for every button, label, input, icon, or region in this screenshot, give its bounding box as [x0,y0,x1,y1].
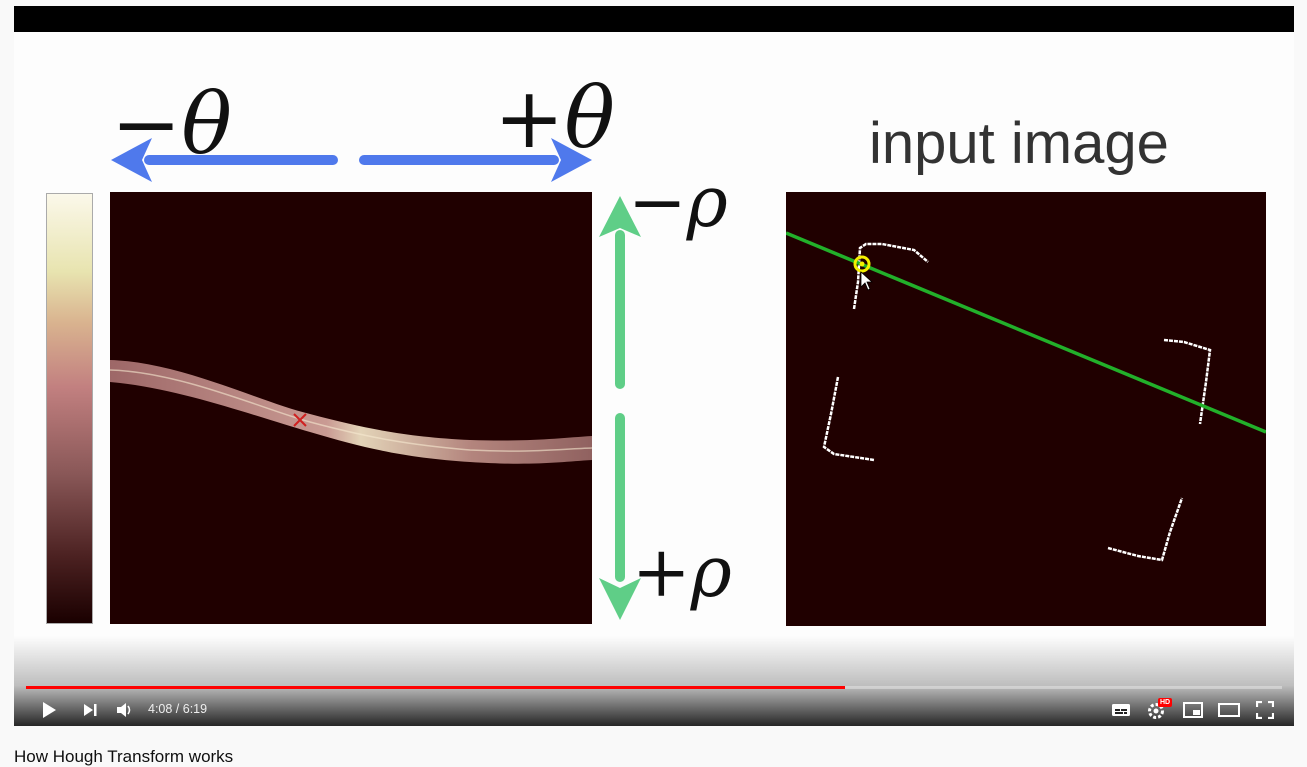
subtitles-icon [1111,702,1131,718]
input-image-title: input image [869,110,1169,177]
fullscreen-icon [1256,701,1274,719]
video-player[interactable]: −θ +θ −ρ +ρ input image [14,6,1294,726]
neg-theta-label: −θ [111,82,232,166]
hd-badge: HD [1158,698,1172,707]
miniplayer-button[interactable] [1180,694,1206,726]
input-image [786,192,1266,626]
pos-theta-label: +θ [494,76,615,160]
video-frame[interactable]: −θ +θ −ρ +ρ input image [14,32,1294,726]
mute-button[interactable] [112,694,136,726]
video-title: How Hough Transform works [14,747,233,767]
mouse-cursor [861,272,872,290]
detected-line [786,233,1266,432]
hough-accumulator [110,192,592,624]
colorbar [46,193,93,624]
play-button[interactable] [36,694,62,726]
volume-icon [115,701,133,719]
next-icon [82,702,98,718]
edge-pixels [824,244,1210,560]
player-controls: 4:08 / 6:19 HD [14,694,1294,726]
fullscreen-button[interactable] [1252,694,1278,726]
settings-button[interactable]: HD [1144,694,1170,726]
subtitles-button[interactable] [1108,694,1134,726]
progress-bar[interactable] [26,686,1282,689]
theater-icon [1218,703,1240,717]
pos-rho-label: +ρ [632,537,732,607]
miniplayer-icon [1183,702,1203,718]
play-icon [40,701,58,719]
neg-rho-label: −ρ [628,167,728,237]
sinusoid-band [110,360,592,464]
theater-mode-button[interactable] [1216,694,1242,726]
time-display: 4:08 / 6:19 [148,702,207,716]
progress-played [26,686,845,689]
next-button[interactable] [78,694,102,726]
